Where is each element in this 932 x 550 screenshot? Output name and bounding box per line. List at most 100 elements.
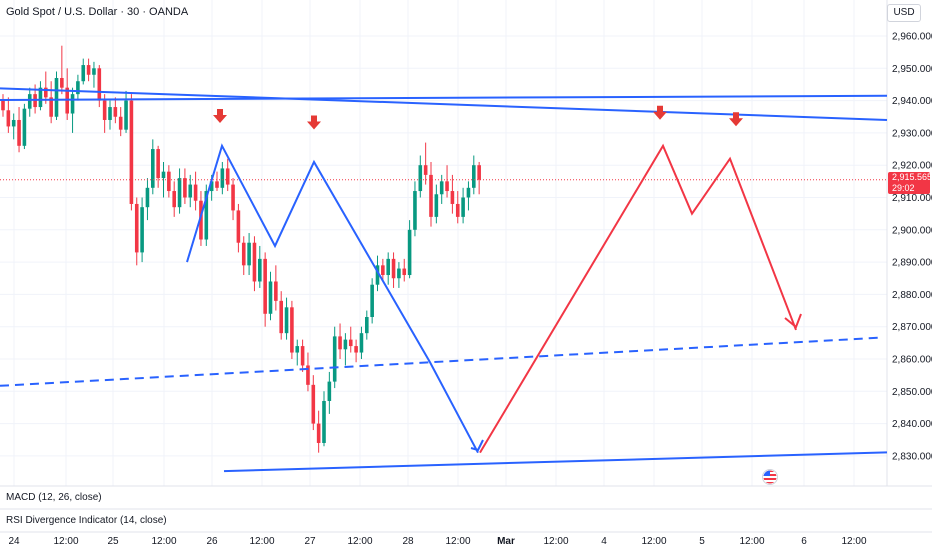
candle-body bbox=[445, 181, 449, 192]
candle-body bbox=[60, 77, 64, 88]
candle-body bbox=[386, 258, 390, 276]
time-tick-label: 27 bbox=[304, 536, 316, 547]
candle-body bbox=[391, 258, 396, 279]
price-tick-label: 2,850.000 bbox=[892, 387, 932, 398]
candle-body bbox=[70, 94, 75, 114]
trendline-dashed-support bbox=[0, 336, 881, 387]
candle-body bbox=[472, 165, 476, 188]
candle-body bbox=[97, 68, 102, 101]
candle-body bbox=[231, 184, 235, 211]
price-tick-label: 2,900.000 bbox=[892, 225, 932, 236]
price-tick-label: 2,910.000 bbox=[892, 193, 932, 204]
time-tick-label: 28 bbox=[402, 536, 414, 547]
candle-body bbox=[92, 68, 96, 75]
candle-body bbox=[306, 365, 310, 385]
candle-body bbox=[113, 107, 118, 117]
price-tick-label: 2,840.000 bbox=[892, 419, 932, 430]
currency-button[interactable]: USD bbox=[887, 4, 921, 22]
pattern-drawings[interactable] bbox=[186, 143, 802, 454]
candle-body bbox=[418, 165, 423, 192]
candle-body bbox=[220, 168, 225, 188]
candle-body bbox=[348, 339, 353, 347]
rsi-label[interactable]: RSI Divergence Indicator (14, close) bbox=[6, 515, 167, 526]
price-tick-label: 2,960.000 bbox=[892, 32, 932, 43]
candle-body bbox=[108, 107, 112, 120]
candle-body bbox=[11, 119, 16, 127]
price-tick-label: 2,880.000 bbox=[892, 290, 932, 301]
candle-body bbox=[338, 336, 342, 350]
time-tick-label: Mar bbox=[497, 536, 515, 547]
time-tick-label: 12:00 bbox=[347, 536, 372, 547]
candle-body bbox=[439, 181, 444, 195]
candle-body bbox=[461, 197, 465, 217]
candle-body bbox=[354, 346, 358, 353]
candle-body bbox=[290, 307, 294, 353]
candle-body bbox=[209, 181, 214, 192]
candle-body bbox=[423, 165, 428, 175]
candle-body bbox=[172, 191, 176, 208]
price-tick-label: 2,870.000 bbox=[892, 322, 932, 333]
candle-body bbox=[274, 281, 278, 301]
red-arrowhead bbox=[784, 313, 802, 329]
candle-body bbox=[402, 268, 407, 276]
candle-body bbox=[365, 317, 369, 334]
down-arrow-icon bbox=[729, 112, 743, 127]
time-tick-label: 12:00 bbox=[841, 536, 866, 547]
down-arrow-markers bbox=[213, 105, 743, 130]
time-tick-label: 24 bbox=[8, 536, 20, 547]
candle-body bbox=[279, 300, 283, 334]
candle-body bbox=[199, 200, 203, 240]
candle-body bbox=[129, 100, 134, 204]
price-tick-label: 2,890.000 bbox=[892, 258, 932, 269]
time-tick-label: 12:00 bbox=[641, 536, 666, 547]
time-tick-label: 5 bbox=[699, 536, 705, 547]
bar-countdown: 29:02 bbox=[892, 183, 915, 193]
candle-body bbox=[145, 187, 150, 208]
last-price-badge: 2,915.565 29:02 bbox=[888, 172, 932, 194]
candlestick-series bbox=[1, 45, 481, 453]
candle-body bbox=[102, 100, 107, 120]
candle-body bbox=[124, 100, 128, 130]
price-axis[interactable]: 2,960.000 2,950.000 2,940.000 2,930.000 2,92… bbox=[892, 32, 932, 463]
candle-body bbox=[263, 258, 267, 314]
time-tick-label: 6 bbox=[801, 536, 807, 547]
candle-body bbox=[295, 346, 300, 353]
price-tick-label: 2,860.000 bbox=[892, 355, 932, 366]
candle-body bbox=[397, 268, 401, 279]
time-tick-label: 12:00 bbox=[249, 536, 274, 547]
candle-body bbox=[81, 65, 86, 82]
macd-label[interactable]: MACD (12, 26, close) bbox=[6, 492, 102, 503]
price-tick-label: 2,930.000 bbox=[892, 128, 932, 139]
candle-body bbox=[370, 284, 374, 318]
candle-body bbox=[268, 281, 273, 314]
candle-body bbox=[247, 242, 251, 266]
chart-title: Gold Spot / U.S. Dollar · 30 · OANDA bbox=[6, 6, 189, 18]
price-tick-label: 2,830.000 bbox=[892, 451, 932, 462]
candle-body bbox=[215, 181, 219, 188]
candle-body bbox=[161, 171, 166, 179]
time-tick-label: 12:00 bbox=[543, 536, 568, 547]
candle-body bbox=[183, 178, 187, 198]
price-tick-label: 2,950.000 bbox=[892, 64, 932, 75]
time-tick-label: 25 bbox=[107, 536, 119, 547]
candle-body bbox=[359, 333, 364, 353]
candle-body bbox=[1, 98, 5, 111]
trendline-drawings[interactable] bbox=[0, 87, 888, 473]
down-arrow-icon bbox=[653, 105, 667, 120]
trendline-lower-support bbox=[223, 451, 888, 473]
candle-body bbox=[316, 423, 321, 443]
us-flag-icon[interactable] bbox=[762, 469, 778, 485]
time-tick-label: 12:00 bbox=[445, 536, 470, 547]
candle-body bbox=[225, 168, 230, 185]
candle-body bbox=[156, 149, 160, 179]
candle-body bbox=[134, 203, 139, 253]
candle-body bbox=[241, 242, 246, 266]
candle-body bbox=[38, 87, 43, 108]
candle-body bbox=[413, 191, 417, 230]
gridlines bbox=[0, 0, 887, 486]
time-axis[interactable]: 24 12:00 25 12:00 26 12:00 27 12:00 28 12:00 Mar 12… bbox=[8, 536, 867, 547]
down-arrow-icon bbox=[213, 108, 227, 123]
candle-body bbox=[188, 184, 193, 198]
price-tick-label: 2,940.000 bbox=[892, 96, 932, 107]
